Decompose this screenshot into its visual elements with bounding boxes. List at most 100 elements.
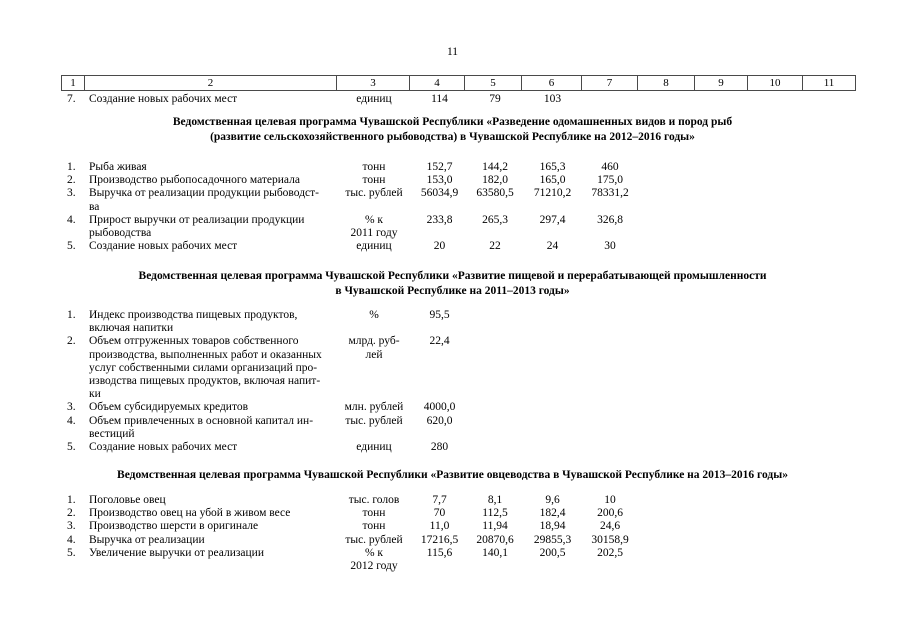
row-value: 182,4 <box>539 507 566 520</box>
row-unit: единиц <box>356 93 392 105</box>
row-label: Производство рыбопосадочного материала <box>89 174 300 187</box>
row-number: 3. <box>67 520 76 533</box>
table-header-cell: 4 <box>410 76 465 90</box>
row-unit: тыс. рублей <box>345 414 403 427</box>
row-value: 29855,3 <box>533 533 572 546</box>
section-fish-breeding-rows: 1. Рыба живая тонн 152,7 144,2 165,3 460… <box>61 161 701 253</box>
table-header-cell: 1 <box>62 76 85 90</box>
row-label: Создание новых рабочих мест <box>89 441 238 454</box>
row-value: 17216,5 <box>420 533 459 546</box>
row-value: 18,94 <box>539 520 566 533</box>
row-value: 115,6 <box>426 546 453 559</box>
row-number: 5. <box>67 240 76 253</box>
table-header-cell: 10 <box>748 76 803 90</box>
row-value: 114 <box>431 93 448 105</box>
row-label: Увеличение выручки от реализации <box>89 546 264 559</box>
row-number: 4. <box>67 414 76 427</box>
row-label: Производство овец на убой в живом весе <box>89 507 291 520</box>
row-value: 265,3 <box>482 213 508 226</box>
row-value: 10 <box>604 494 616 506</box>
row-label: Прирост выручки от реализации продукции … <box>89 213 305 240</box>
row-unit: тыс. голов <box>348 494 400 506</box>
section-sheep-breeding-rows: 1. Поголовье овец тыс. голов 7,7 8,1 9,6… <box>61 494 701 573</box>
row-label: Объем отгруженных товаров собственного п… <box>89 335 322 401</box>
indicator-row: 2. Производство рыбопосадочного материал… <box>61 174 701 187</box>
table-header-cell: 5 <box>465 76 522 90</box>
indicator-row: 4. Прирост выручки от реализации продукц… <box>61 214 701 240</box>
row-value: 30158,9 <box>591 533 629 546</box>
row-label: Поголовье овец <box>89 494 166 506</box>
row-label: Объем привлеченных в основной капитал ин… <box>89 414 314 440</box>
row-value: 460 <box>601 161 619 173</box>
row-value: 56034,9 <box>420 187 459 200</box>
row-value: 20 <box>433 240 446 253</box>
indicator-row: 1. Рыба живая тонн 152,7 144,2 165,3 460 <box>61 161 701 174</box>
row-value: 182,0 <box>482 174 508 187</box>
row-value: 8,1 <box>487 494 503 506</box>
table-row-7: 7. Создание новых рабочих мест единиц 11… <box>61 93 701 106</box>
table-header-cell: 9 <box>695 76 748 90</box>
row-value: 9,6 <box>545 494 560 506</box>
row-number: 5. <box>67 441 76 454</box>
row-value: 11,94 <box>482 520 508 533</box>
section-food-industry-rows: 1. Индекс производства пищевых продуктов… <box>61 309 701 454</box>
row-value: 22,4 <box>429 335 450 348</box>
row-number: 1. <box>67 494 76 506</box>
row-number: 4. <box>67 213 76 226</box>
row-label: Объем субсидируемых кредитов <box>89 401 249 414</box>
indicator-row: 4. Объем привлеченных в основной капитал… <box>61 415 701 441</box>
row-value: 326,8 <box>597 213 623 226</box>
page-number: 11 <box>446 46 459 58</box>
row-value: 200,5 <box>539 546 566 559</box>
program-title-fish-breeding: Ведомственная целевая программа Чувашско… <box>172 116 733 143</box>
row-label: Выручка от реализации продукции рыбоводс… <box>89 187 320 213</box>
indicator-row: 4. Выручка от реализации тыс. рублей 172… <box>61 534 701 547</box>
row-value: 140,1 <box>482 546 508 559</box>
row-unit: млн. рублей <box>344 401 404 414</box>
row-label: Индекс производства пищевых продуктов, в… <box>89 309 298 335</box>
row-value: 620,0 <box>426 414 453 427</box>
row-value: 112,5 <box>482 507 508 520</box>
row-value: 152,7 <box>426 161 453 173</box>
table-header-cell: 6 <box>522 76 582 90</box>
row-value: 165,3 <box>539 161 566 173</box>
row-value: 70 <box>433 507 446 520</box>
program-title-food-industry: Ведомственная целевая программа Чувашско… <box>138 270 767 297</box>
continuation-table-header-row: 1 2 3 4 5 6 7 8 9 10 11 <box>61 75 856 91</box>
row-unit: млрд. руб- лей <box>348 335 400 361</box>
row-number: 1. <box>67 161 76 173</box>
row-number: 2. <box>67 174 76 187</box>
row-value: 63580,5 <box>476 187 514 200</box>
row-label: Производство шерсти в оригинале <box>89 520 259 533</box>
row-label: Создание новых рабочих мест <box>89 93 238 105</box>
row-unit: единиц <box>356 441 392 454</box>
row-value: 165,0 <box>539 174 566 187</box>
row-unit: тонн <box>362 174 386 187</box>
row-number: 2. <box>67 507 76 520</box>
row-value: 20870,6 <box>476 533 514 546</box>
row-unit: тыс. рублей <box>345 533 403 546</box>
table-header-cell: 11 <box>823 77 835 89</box>
row-value: 280 <box>430 441 449 454</box>
row-value: 144,2 <box>482 161 508 173</box>
row-value: 71210,2 <box>533 187 572 200</box>
row-value: 24 <box>546 240 559 253</box>
row-value: 22 <box>489 240 501 253</box>
row-unit: тонн <box>362 507 386 520</box>
row-number: 4. <box>67 533 76 546</box>
row-unit: % <box>369 309 379 321</box>
indicator-row: 3. Объем субсидируемых кредитов млн. руб… <box>61 401 701 414</box>
row-number: 1. <box>67 309 76 321</box>
indicator-row: 5. Создание новых рабочих мест единиц 20… <box>61 240 701 253</box>
row-value: 78331,2 <box>591 187 629 200</box>
row-number: 2. <box>67 335 76 348</box>
row-value: 202,5 <box>597 546 623 559</box>
indicator-row: 1. Индекс производства пищевых продуктов… <box>61 309 701 335</box>
indicator-row: 5. Увеличение выручки от реализации % к … <box>61 547 701 573</box>
row-value: 79 <box>489 93 501 105</box>
row-number: 7. <box>67 93 76 105</box>
indicator-row: 3. Производство шерсти в оригинале тонн … <box>61 520 701 533</box>
row-value: 7,7 <box>432 494 447 506</box>
row-unit: % к 2011 году <box>350 213 398 240</box>
